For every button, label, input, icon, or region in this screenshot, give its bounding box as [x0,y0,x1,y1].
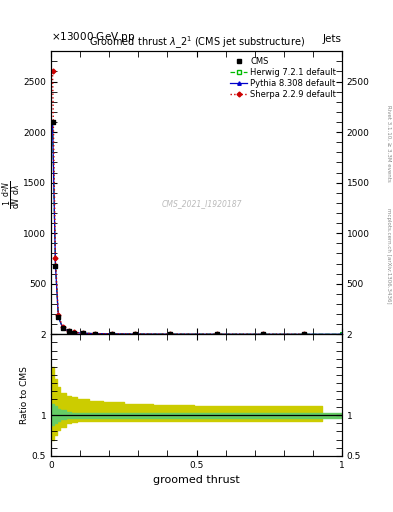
Y-axis label: Ratio to CMS: Ratio to CMS [20,366,29,424]
X-axis label: groomed thrust: groomed thrust [153,475,240,485]
Text: mcplots.cern.ch [arXiv:1306.3436]: mcplots.cern.ch [arXiv:1306.3436] [386,208,391,304]
Text: CMS_2021_I1920187: CMS_2021_I1920187 [162,200,242,208]
Text: Jets: Jets [323,33,342,44]
Text: Rivet 3.1.10, ≥ 3.3M events: Rivet 3.1.10, ≥ 3.3M events [386,105,391,182]
Title: Groomed thrust $\lambda\_2^1$ (CMS jet substructure): Groomed thrust $\lambda\_2^1$ (CMS jet s… [88,35,305,51]
Text: $\frac{1}{\mathrm{d}N}\frac{\mathrm{d}^2N}{\mathrm{d}\lambda}$: $\frac{1}{\mathrm{d}N}\frac{\mathrm{d}^2… [2,180,22,209]
Text: $\times$13000 GeV pp: $\times$13000 GeV pp [51,30,136,44]
Legend: CMS, Herwig 7.2.1 default, Pythia 8.308 default, Sherpa 2.2.9 default: CMS, Herwig 7.2.1 default, Pythia 8.308 … [229,55,338,101]
